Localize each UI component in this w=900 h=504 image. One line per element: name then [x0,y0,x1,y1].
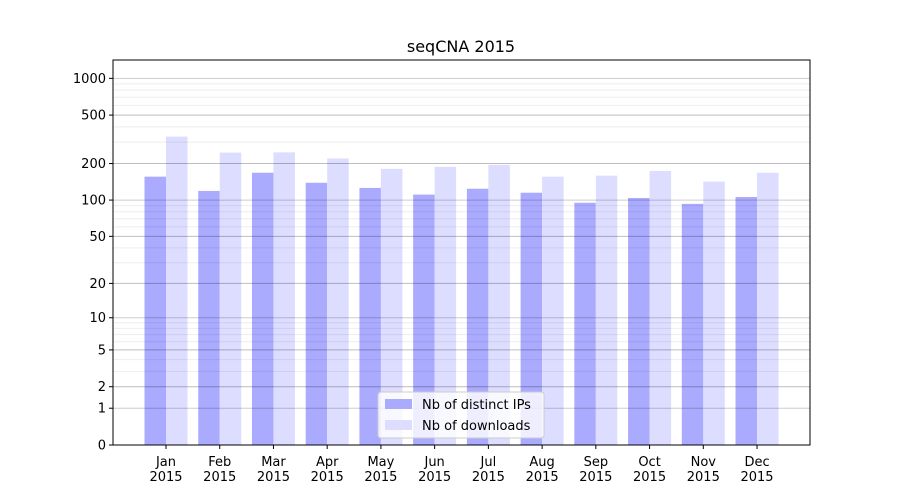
x-tick-label: 2015 [472,470,505,485]
x-tick-label: 2015 [311,470,344,485]
x-tick-label: Jun [423,455,444,470]
bar-downloads [703,181,725,446]
x-tick-label: 2015 [418,470,451,485]
bar-downloads [757,172,779,445]
x-tick-label: 2015 [740,470,773,485]
y-axis: 0 1 2 5 10 20 50 100 200 500 1000 [73,72,113,454]
bar-distinct-ips [628,198,650,445]
x-tick-label: May [367,455,394,470]
legend-box [377,391,545,439]
y-tick-label: 1 [98,402,106,417]
x-tick-label: 2015 [526,470,559,485]
x-tick-label: Jul [480,455,497,470]
x-tick-label: 2015 [203,470,236,485]
y-tick-label: 50 [89,230,106,245]
bar-distinct-ips [305,182,328,445]
y-tick-label: 100 [81,194,106,209]
grid-overlay [113,77,810,446]
x-tick-label: Nov [691,455,717,470]
y-tick-label: 20 [89,277,106,292]
bar-downloads [327,158,349,445]
bar-downloads [219,152,242,445]
bar-downloads [488,164,510,446]
bar-downloads [380,168,403,445]
x-tick-label: 2015 [257,470,290,485]
y-tick-label: 5 [98,343,106,358]
y-tick-label: 10 [89,311,106,326]
bars [144,136,779,446]
y-tick-label: 200 [81,157,106,172]
bar-distinct-ips [466,188,489,445]
x-tick-label: Jan [155,455,176,470]
bar-distinct-ips [251,172,274,445]
bar-distinct-ips [520,192,543,445]
x-tick-label: Oct [638,455,660,470]
x-tick-label: 2015 [364,470,397,485]
legend-label-ips: Nb of distinct IPs [422,398,531,413]
bar-downloads [595,175,618,445]
x-axis: Jan2015Feb2015Mar2015Apr2015May2015Jun20… [149,445,774,485]
legend: Nb of distinct IPs Nb of downloads [377,391,545,439]
x-tick-label: Dec [744,455,769,470]
bar-distinct-ips [144,176,166,445]
legend-label-downloads: Nb of downloads [422,419,531,434]
legend-swatch-downloads [385,420,412,430]
y-tick-label: 500 [81,109,106,124]
x-tick-label: 2015 [149,470,182,485]
bar-downloads [273,152,295,445]
bar-downloads [649,170,672,445]
x-tick-label: Aug [529,455,554,470]
bar-distinct-ips [681,203,704,445]
bar-downloads [166,136,188,445]
x-tick-label: 2015 [633,470,666,485]
legend-swatch-ips [385,399,412,409]
bar-distinct-ips [574,202,596,445]
bar-distinct-ips [735,197,758,445]
bar-distinct-ips [198,190,220,445]
bar-distinct-ips [413,194,435,445]
y-tick-label: 0 [98,439,106,454]
chart-title: seqCNA 2015 [407,37,515,56]
x-tick-label: Apr [316,455,339,470]
bar-distinct-ips [359,187,381,445]
y-tick-label: 2 [98,380,106,395]
x-tick-label: Sep [584,455,609,470]
plot-frame [112,59,811,446]
x-tick-label: 2015 [579,470,612,485]
bar-downloads [542,176,564,445]
x-tick-label: Feb [208,455,231,470]
bar-downloads [434,166,457,446]
x-tick-label: 2015 [687,470,720,485]
x-tick-label: Mar [261,455,286,470]
y-tick-label: 1000 [73,72,106,87]
